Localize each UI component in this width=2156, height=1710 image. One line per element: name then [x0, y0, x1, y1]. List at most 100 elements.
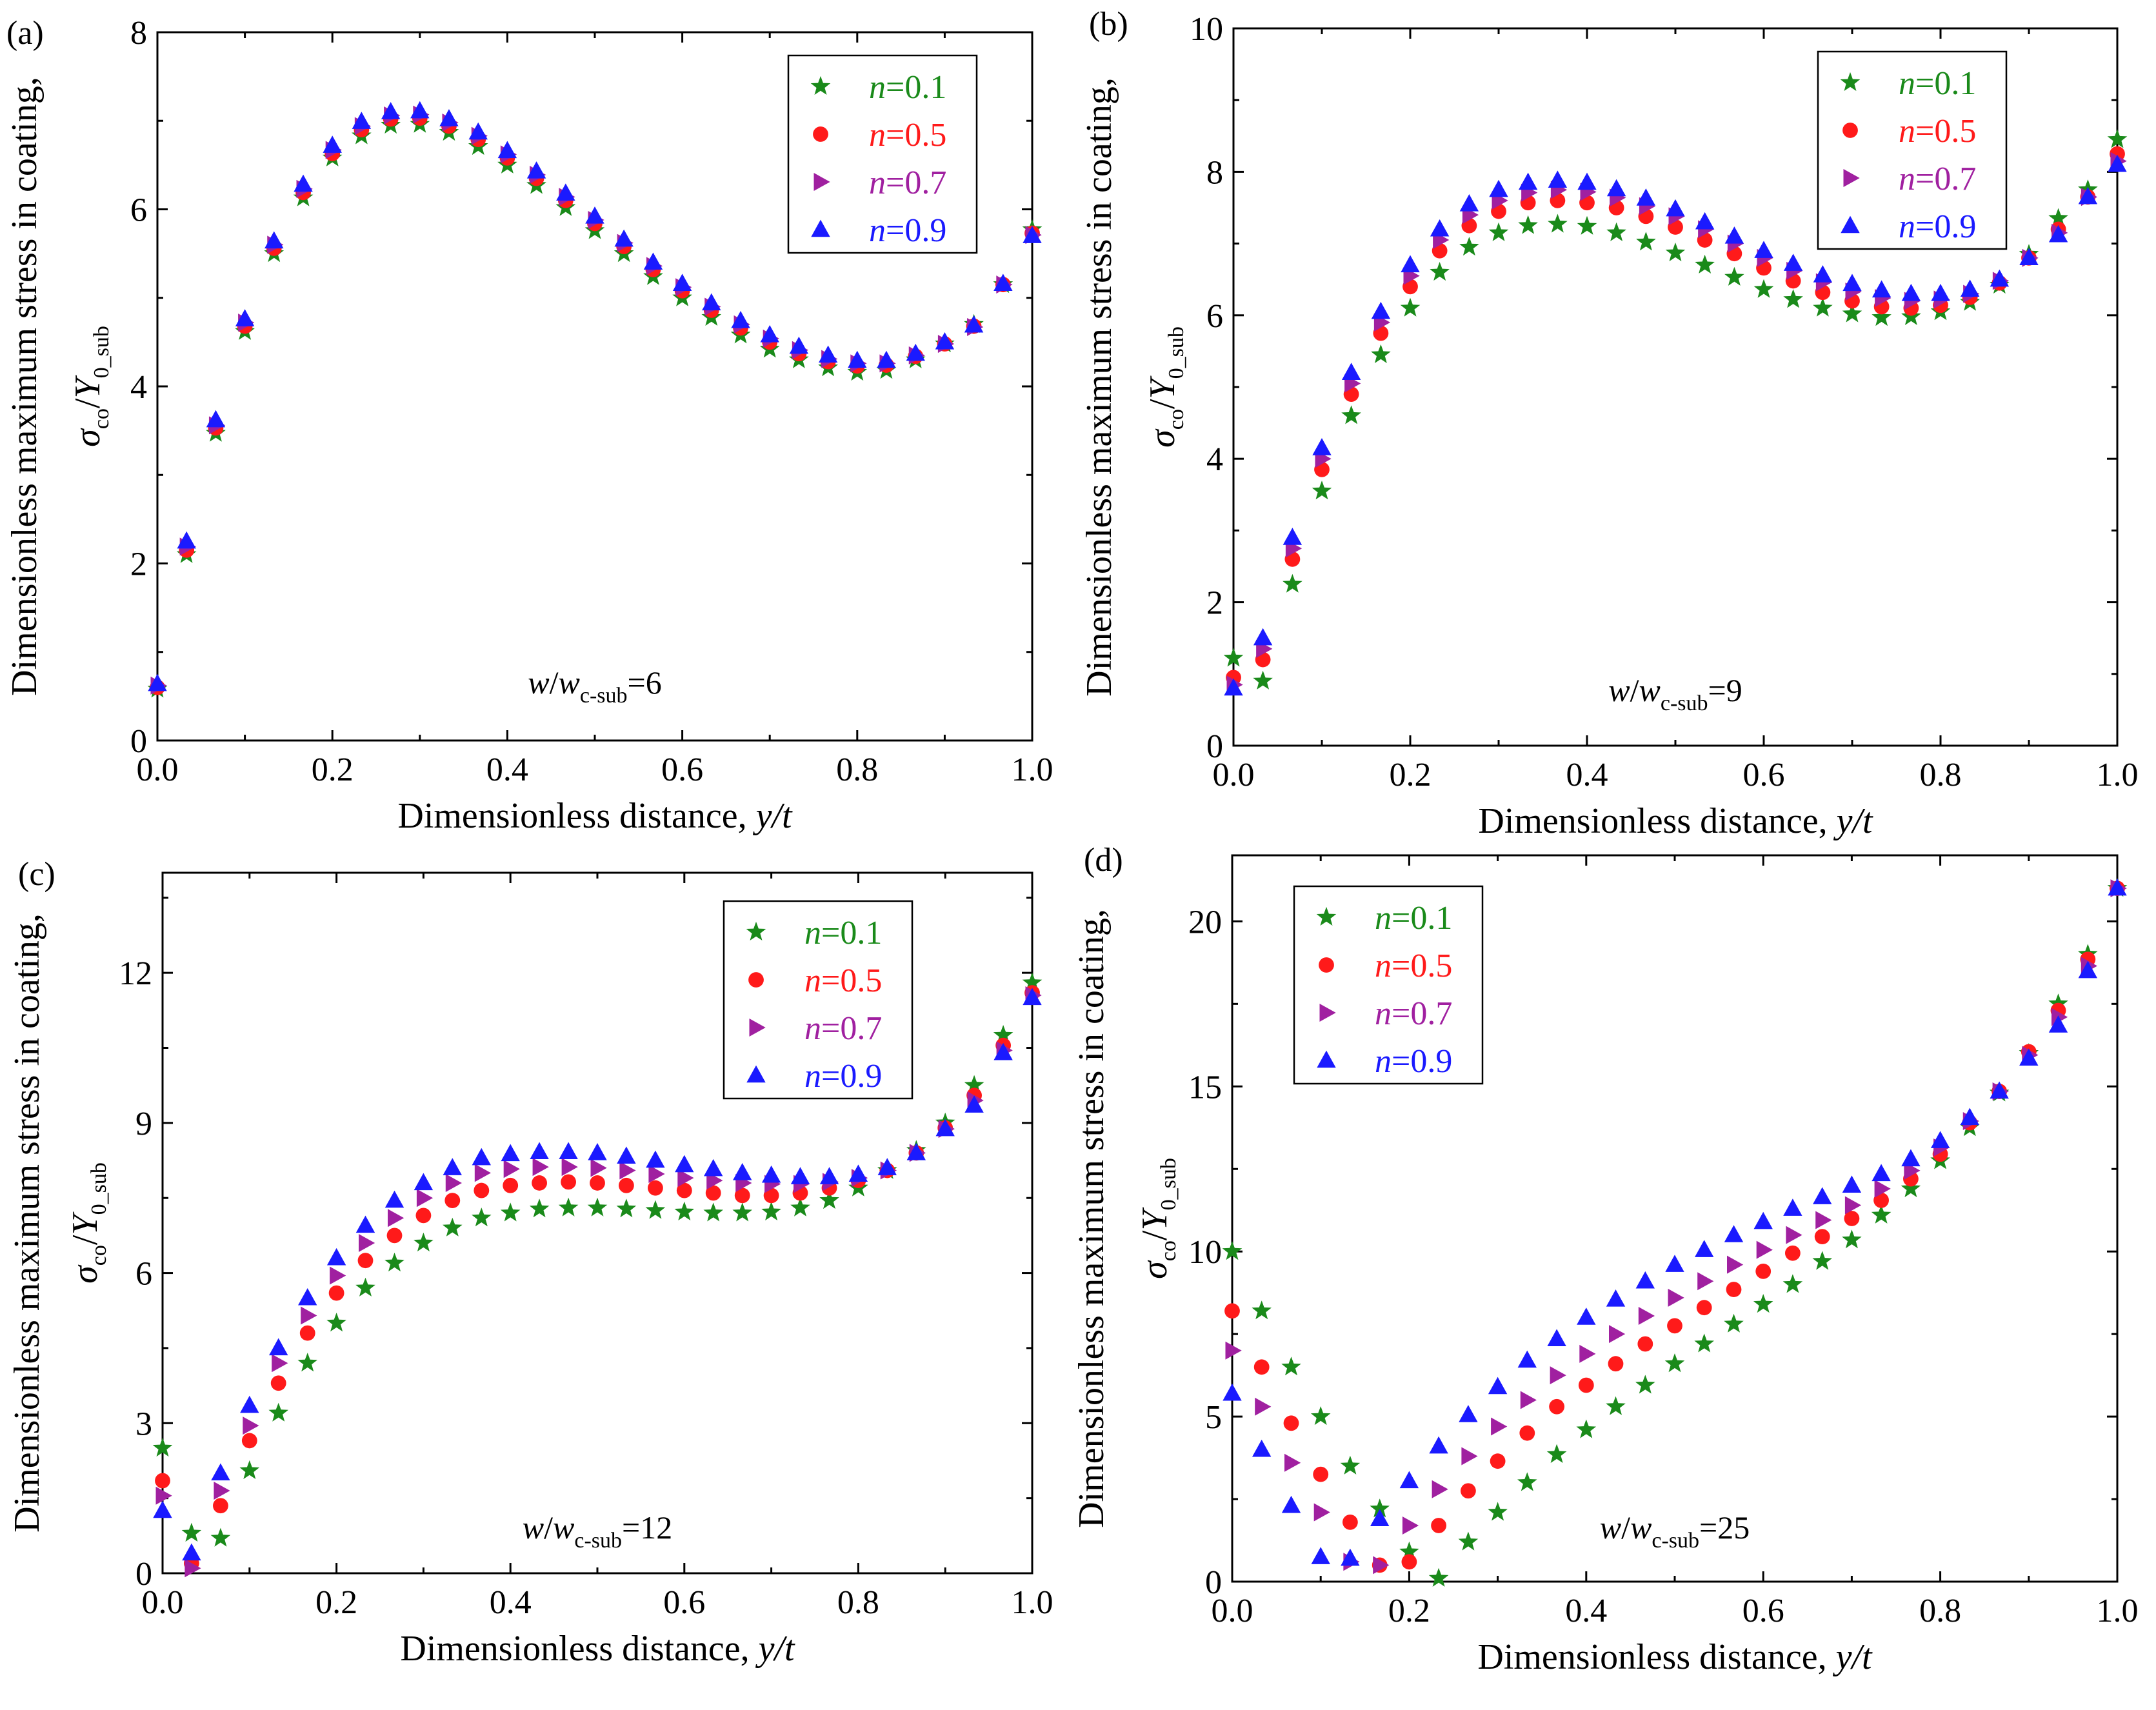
x-tick-label: 0.0 [1212, 1593, 1253, 1629]
data-point [1665, 243, 1686, 262]
data-point [818, 345, 838, 363]
legend-n: n [1375, 948, 1392, 984]
data-point [935, 1118, 955, 1137]
y-sigma: σ [1143, 428, 1183, 448]
data-point [1579, 1344, 1596, 1363]
data-point [268, 1402, 288, 1422]
data-point [819, 1190, 839, 1209]
data-point [381, 102, 401, 119]
data-point [1901, 1178, 1921, 1197]
data-point [243, 1417, 259, 1435]
data-point [964, 315, 984, 333]
data-point [1430, 262, 1450, 281]
y-sigma-sub: co [1157, 1240, 1181, 1261]
data-point [1753, 279, 1774, 298]
x-tick-label: 0.8 [836, 751, 878, 788]
data-point [731, 311, 750, 328]
data-point [265, 231, 284, 249]
data-point [444, 1193, 461, 1208]
x-axis-title-var: y/t [1833, 801, 1873, 841]
data-point [474, 1164, 492, 1182]
x-tick-label: 0.2 [1390, 757, 1432, 793]
data-point [1459, 1405, 1478, 1422]
legend: n=0.1n=0.5n=0.7n=0.9 [723, 900, 913, 1100]
y-tick-label: 9 [135, 1106, 152, 1142]
y-tick-label: 2 [1206, 585, 1223, 622]
data-point [414, 1173, 434, 1191]
data-point [1814, 1229, 1830, 1245]
panel-a: 0.0 0.2 0.4 0.6 0.8 1.002468n=0.1n=0.5n=0.7n=… [5, 15, 1053, 836]
data-point [676, 1182, 692, 1198]
y-Y-sub: 0_sub [1164, 326, 1188, 379]
annot-wc-sub: c-sub [1652, 1529, 1699, 1553]
x-axis-title: Dimensionless distance, y/t [1478, 801, 1873, 841]
y-Y: Y [68, 375, 108, 399]
x-tick-label: 0.4 [1565, 1593, 1607, 1629]
data-point [1313, 1466, 1329, 1482]
legend-marker [1317, 1050, 1336, 1068]
annot-wc: w [559, 664, 580, 701]
data-point [588, 1143, 607, 1160]
data-point [206, 410, 226, 428]
data-point [675, 1155, 694, 1173]
x-axis-title-var: y/t [1833, 1637, 1873, 1677]
data-point [2107, 129, 2128, 148]
data-point [1490, 1453, 1506, 1469]
legend-value: =0.9 [1915, 208, 1976, 245]
legend-value: =0.1 [886, 69, 946, 106]
data-point [358, 1234, 375, 1253]
data-point [532, 1158, 549, 1177]
data-point [732, 1202, 752, 1222]
legend-marker [749, 1019, 766, 1037]
data-point [1842, 303, 1862, 323]
data-point [1283, 573, 1303, 593]
data-point [1930, 1131, 1950, 1148]
data-point [2048, 208, 2068, 227]
legend-value: =0.9 [1392, 1043, 1452, 1080]
data-point [993, 273, 1013, 291]
data-point [1606, 1289, 1626, 1307]
panel-label: (b) [1089, 6, 1128, 43]
data-point [214, 1482, 230, 1500]
x-axis-title: Dimensionless distance, y/t [397, 796, 793, 836]
data-point [1695, 212, 1715, 230]
y-axis-title: Dimensionless maximum stress in coating, [1072, 909, 1112, 1528]
data-point [181, 1522, 202, 1542]
legend-label: n=0.7 [1899, 161, 1976, 197]
data-point [1753, 1294, 1773, 1313]
data-point [1284, 1453, 1301, 1472]
legend-value: =0.7 [1392, 995, 1452, 1032]
y-sigma: σ [1135, 1260, 1175, 1279]
x-tick-label: 0.4 [1566, 757, 1608, 793]
data-point [1458, 1531, 1479, 1551]
legend-n: n [1899, 113, 1915, 150]
data-point [733, 1163, 752, 1180]
data-point [1281, 1495, 1301, 1513]
data-point [993, 1042, 1013, 1060]
data-point [590, 1158, 607, 1177]
y-axis-title: Dimensionless maximum stress in coating, [1079, 77, 1119, 697]
data-point [1813, 265, 1833, 283]
x-tick-label: 0.2 [315, 1584, 357, 1621]
data-point [619, 1161, 636, 1180]
data-point [1697, 1272, 1714, 1291]
data-point [763, 1188, 779, 1204]
legend-marker [811, 219, 830, 237]
data-point [1636, 188, 1656, 206]
data-point [1606, 222, 1626, 241]
data-point [1399, 1471, 1419, 1489]
data-point [1724, 1313, 1744, 1333]
data-point [1783, 1198, 1802, 1216]
data-point [1753, 1211, 1773, 1229]
panel-c: 0.0 0.2 0.4 0.6 0.8 1.0036912n=0.1n=0.5n=0.7n… [7, 856, 1053, 1669]
data-point [1990, 1081, 2009, 1099]
data-point [328, 1285, 344, 1301]
data-point [1842, 1229, 1862, 1249]
data-point [1872, 1164, 1891, 1182]
series-n-0.5 [155, 985, 1040, 1571]
data-point [703, 1202, 723, 1222]
data-point [1842, 273, 1862, 292]
data-point [1370, 1498, 1390, 1518]
data-point [474, 1182, 490, 1198]
